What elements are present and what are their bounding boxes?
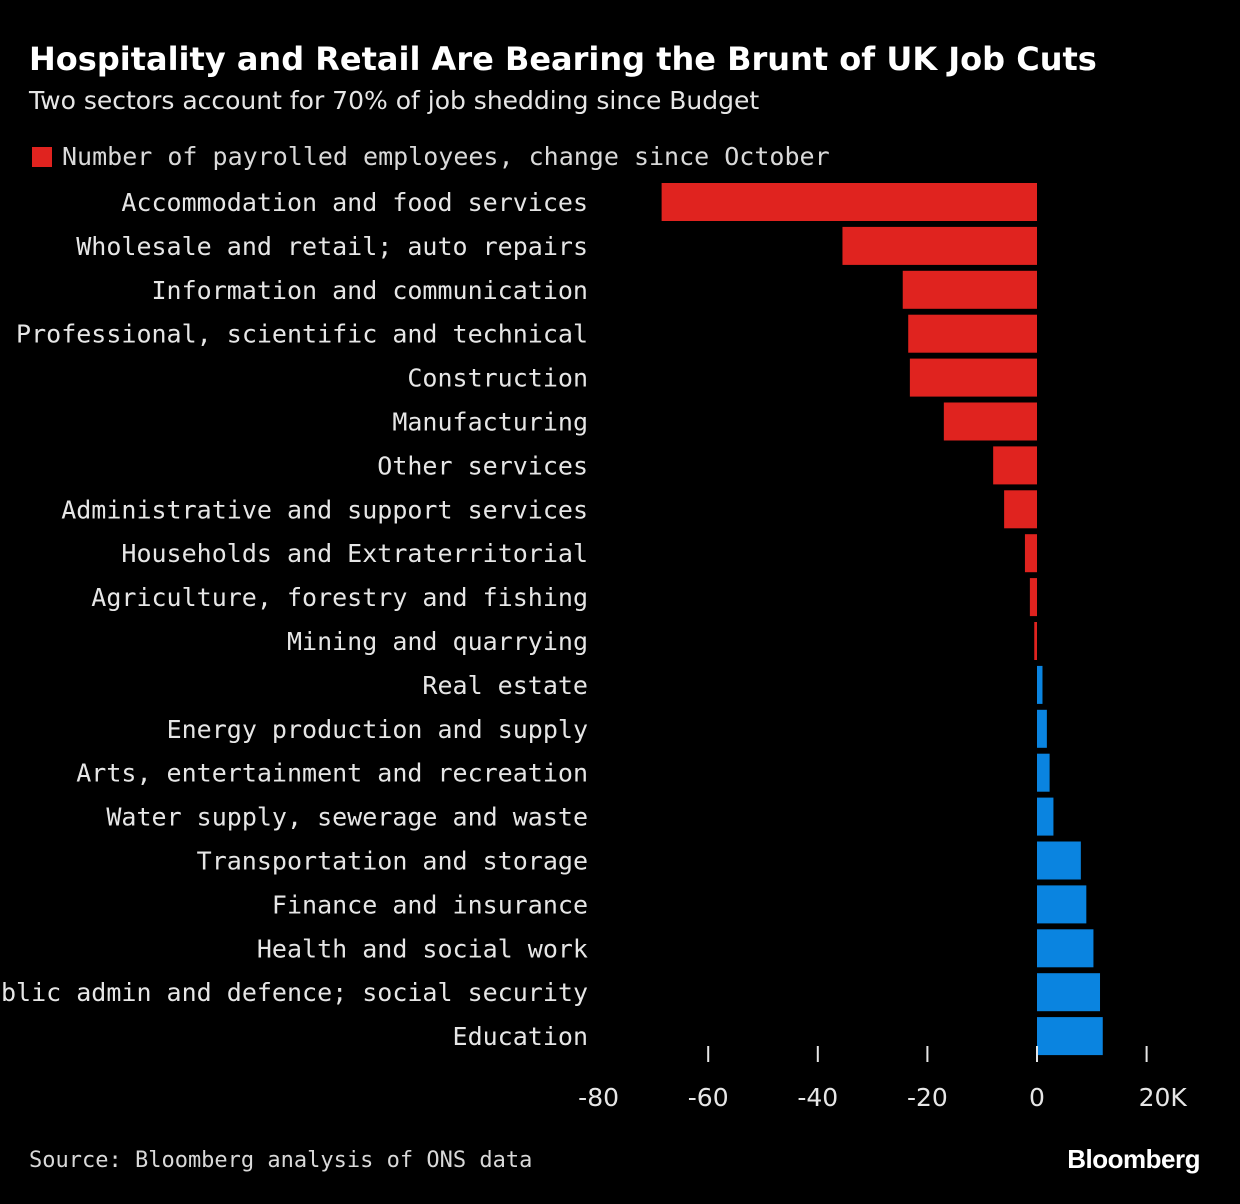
category-labels: Accommodation and food services Wholesale… (0, 188, 588, 1051)
bar (842, 226, 1037, 265)
bar (1037, 973, 1101, 1012)
bar (943, 402, 1037, 441)
category-label: Information and communication (152, 276, 589, 305)
bar (993, 446, 1037, 485)
category-label: Agriculture, forestry and fishing (91, 583, 588, 612)
legend: Number of payrolled employees, change si… (32, 142, 830, 171)
bar (1037, 1017, 1103, 1056)
chart-title: Hospitality and Retail Are Bearing the B… (29, 40, 1097, 78)
bar (1004, 490, 1037, 529)
category-label: Public admin and defence; social securit… (0, 978, 588, 1007)
bar (1037, 841, 1081, 880)
category-label: Accommodation and food services (121, 188, 588, 217)
bar (908, 314, 1037, 353)
chart-subtitle: Two sectors account for 70% of job shedd… (29, 86, 760, 115)
category-label: Real estate (422, 671, 588, 700)
bar (1029, 578, 1037, 617)
bloomberg-logo: Bloomberg (1067, 1144, 1200, 1174)
category-label: Other services (377, 451, 588, 480)
category-label: Arts, entertainment and recreation (76, 759, 588, 788)
x-axis: -80 -60 -40 -20 0 20K (578, 1046, 1187, 1112)
bar (1037, 797, 1054, 836)
tick-label: 0 (1029, 1083, 1045, 1112)
tick-label: -60 (688, 1083, 729, 1112)
category-label: Professional, scientific and technical (16, 320, 588, 349)
category-label: Energy production and supply (167, 715, 588, 744)
category-label: Administrative and support services (61, 495, 588, 524)
bar (1037, 929, 1094, 968)
tick-label: -20 (907, 1083, 948, 1112)
legend-swatch (32, 146, 52, 167)
category-label: Wholesale and retail; auto repairs (76, 232, 588, 261)
category-label: Transportation and storage (197, 847, 588, 876)
bar (661, 183, 1037, 221)
bar (909, 358, 1037, 397)
bars-group (661, 183, 1103, 1056)
bar (1037, 665, 1043, 704)
category-label: Construction (407, 364, 588, 393)
category-label: Mining and quarrying (287, 627, 588, 656)
bar (1037, 885, 1087, 924)
bar (1037, 753, 1050, 792)
category-label: Water supply, sewerage and waste (106, 803, 588, 832)
bar (1037, 709, 1047, 748)
category-label: Finance and insurance (272, 890, 588, 919)
tick-label: -40 (797, 1083, 838, 1112)
bar (1034, 622, 1037, 660)
bar (1024, 534, 1037, 573)
category-label: Manufacturing (392, 408, 588, 437)
source-note: Source: Bloomberg analysis of ONS data (29, 1148, 533, 1173)
bar (902, 270, 1037, 309)
tick-label: -80 (578, 1083, 619, 1112)
category-label: Households and Extraterritorial (121, 539, 588, 568)
legend-label: Number of payrolled employees, change si… (62, 142, 830, 171)
category-label: Education (453, 1022, 588, 1051)
category-label: Health and social work (257, 934, 588, 963)
tick-label: 20K (1139, 1083, 1188, 1112)
